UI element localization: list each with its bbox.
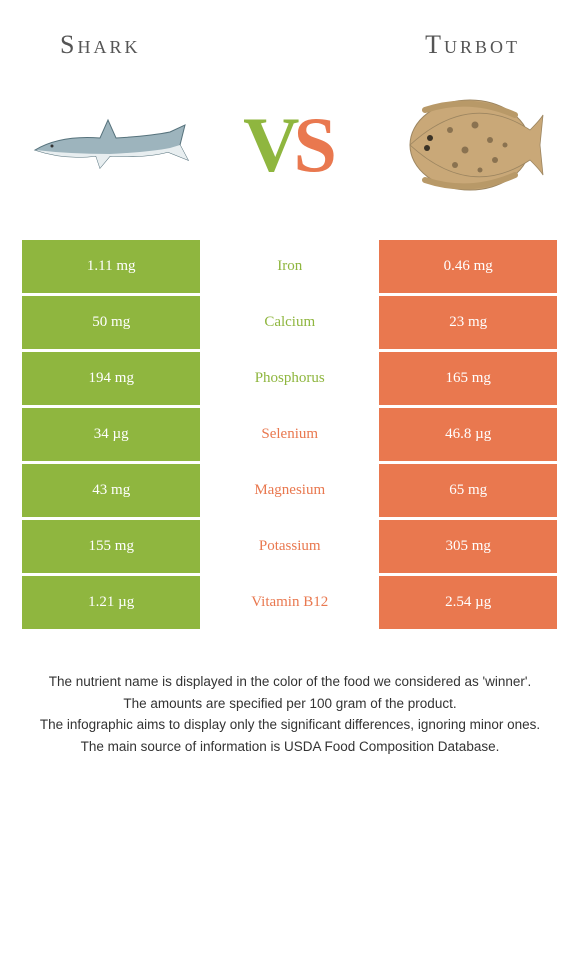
- cell-nutrient-label: Magnesium: [200, 464, 378, 517]
- header: Shark Turbot: [0, 0, 580, 70]
- footer-line-3: The infographic aims to display only the…: [28, 715, 552, 735]
- title-shark: Shark: [60, 30, 140, 60]
- cell-shark-value: 155 mg: [22, 520, 200, 573]
- table-row: 50 mgCalcium23 mg: [22, 296, 558, 349]
- cell-turbot-value: 305 mg: [379, 520, 557, 573]
- cell-nutrient-label: Vitamin B12: [200, 576, 378, 629]
- shark-icon: [30, 110, 190, 180]
- cell-shark-value: 34 µg: [22, 408, 200, 461]
- vs-s: S: [293, 106, 336, 184]
- turbot-icon: [395, 90, 545, 200]
- cell-nutrient-label: Selenium: [200, 408, 378, 461]
- cell-nutrient-label: Phosphorus: [200, 352, 378, 405]
- cell-shark-value: 50 mg: [22, 296, 200, 349]
- hero-row: V S: [0, 70, 580, 240]
- table-row: 1.21 µgVitamin B122.54 µg: [22, 576, 558, 629]
- cell-nutrient-label: Calcium: [200, 296, 378, 349]
- footer-line-1: The nutrient name is displayed in the co…: [28, 672, 552, 692]
- cell-shark-value: 43 mg: [22, 464, 200, 517]
- shark-image: [30, 90, 190, 200]
- table-row: 1.11 mgIron0.46 mg: [22, 240, 558, 293]
- nutrient-table: 1.11 mgIron0.46 mg50 mgCalcium23 mg194 m…: [22, 240, 558, 629]
- table-row: 34 µgSelenium46.8 µg: [22, 408, 558, 461]
- cell-shark-value: 1.11 mg: [22, 240, 200, 293]
- cell-turbot-value: 2.54 µg: [379, 576, 557, 629]
- table-row: 155 mgPotassium305 mg: [22, 520, 558, 573]
- cell-shark-value: 194 mg: [22, 352, 200, 405]
- table-row: 43 mgMagnesium65 mg: [22, 464, 558, 517]
- vs-label: V S: [243, 106, 337, 184]
- cell-turbot-value: 65 mg: [379, 464, 557, 517]
- footer-notes: The nutrient name is displayed in the co…: [0, 632, 580, 756]
- turbot-image: [390, 90, 550, 200]
- cell-turbot-value: 0.46 mg: [379, 240, 557, 293]
- footer-line-4: The main source of information is USDA F…: [28, 737, 552, 757]
- footer-line-2: The amounts are specified per 100 gram o…: [28, 694, 552, 714]
- cell-nutrient-label: Iron: [200, 240, 378, 293]
- vs-v: V: [243, 106, 299, 184]
- cell-shark-value: 1.21 µg: [22, 576, 200, 629]
- cell-turbot-value: 46.8 µg: [379, 408, 557, 461]
- cell-nutrient-label: Potassium: [200, 520, 378, 573]
- cell-turbot-value: 165 mg: [379, 352, 557, 405]
- title-turbot: Turbot: [425, 30, 520, 60]
- table-row: 194 mgPhosphorus165 mg: [22, 352, 558, 405]
- cell-turbot-value: 23 mg: [379, 296, 557, 349]
